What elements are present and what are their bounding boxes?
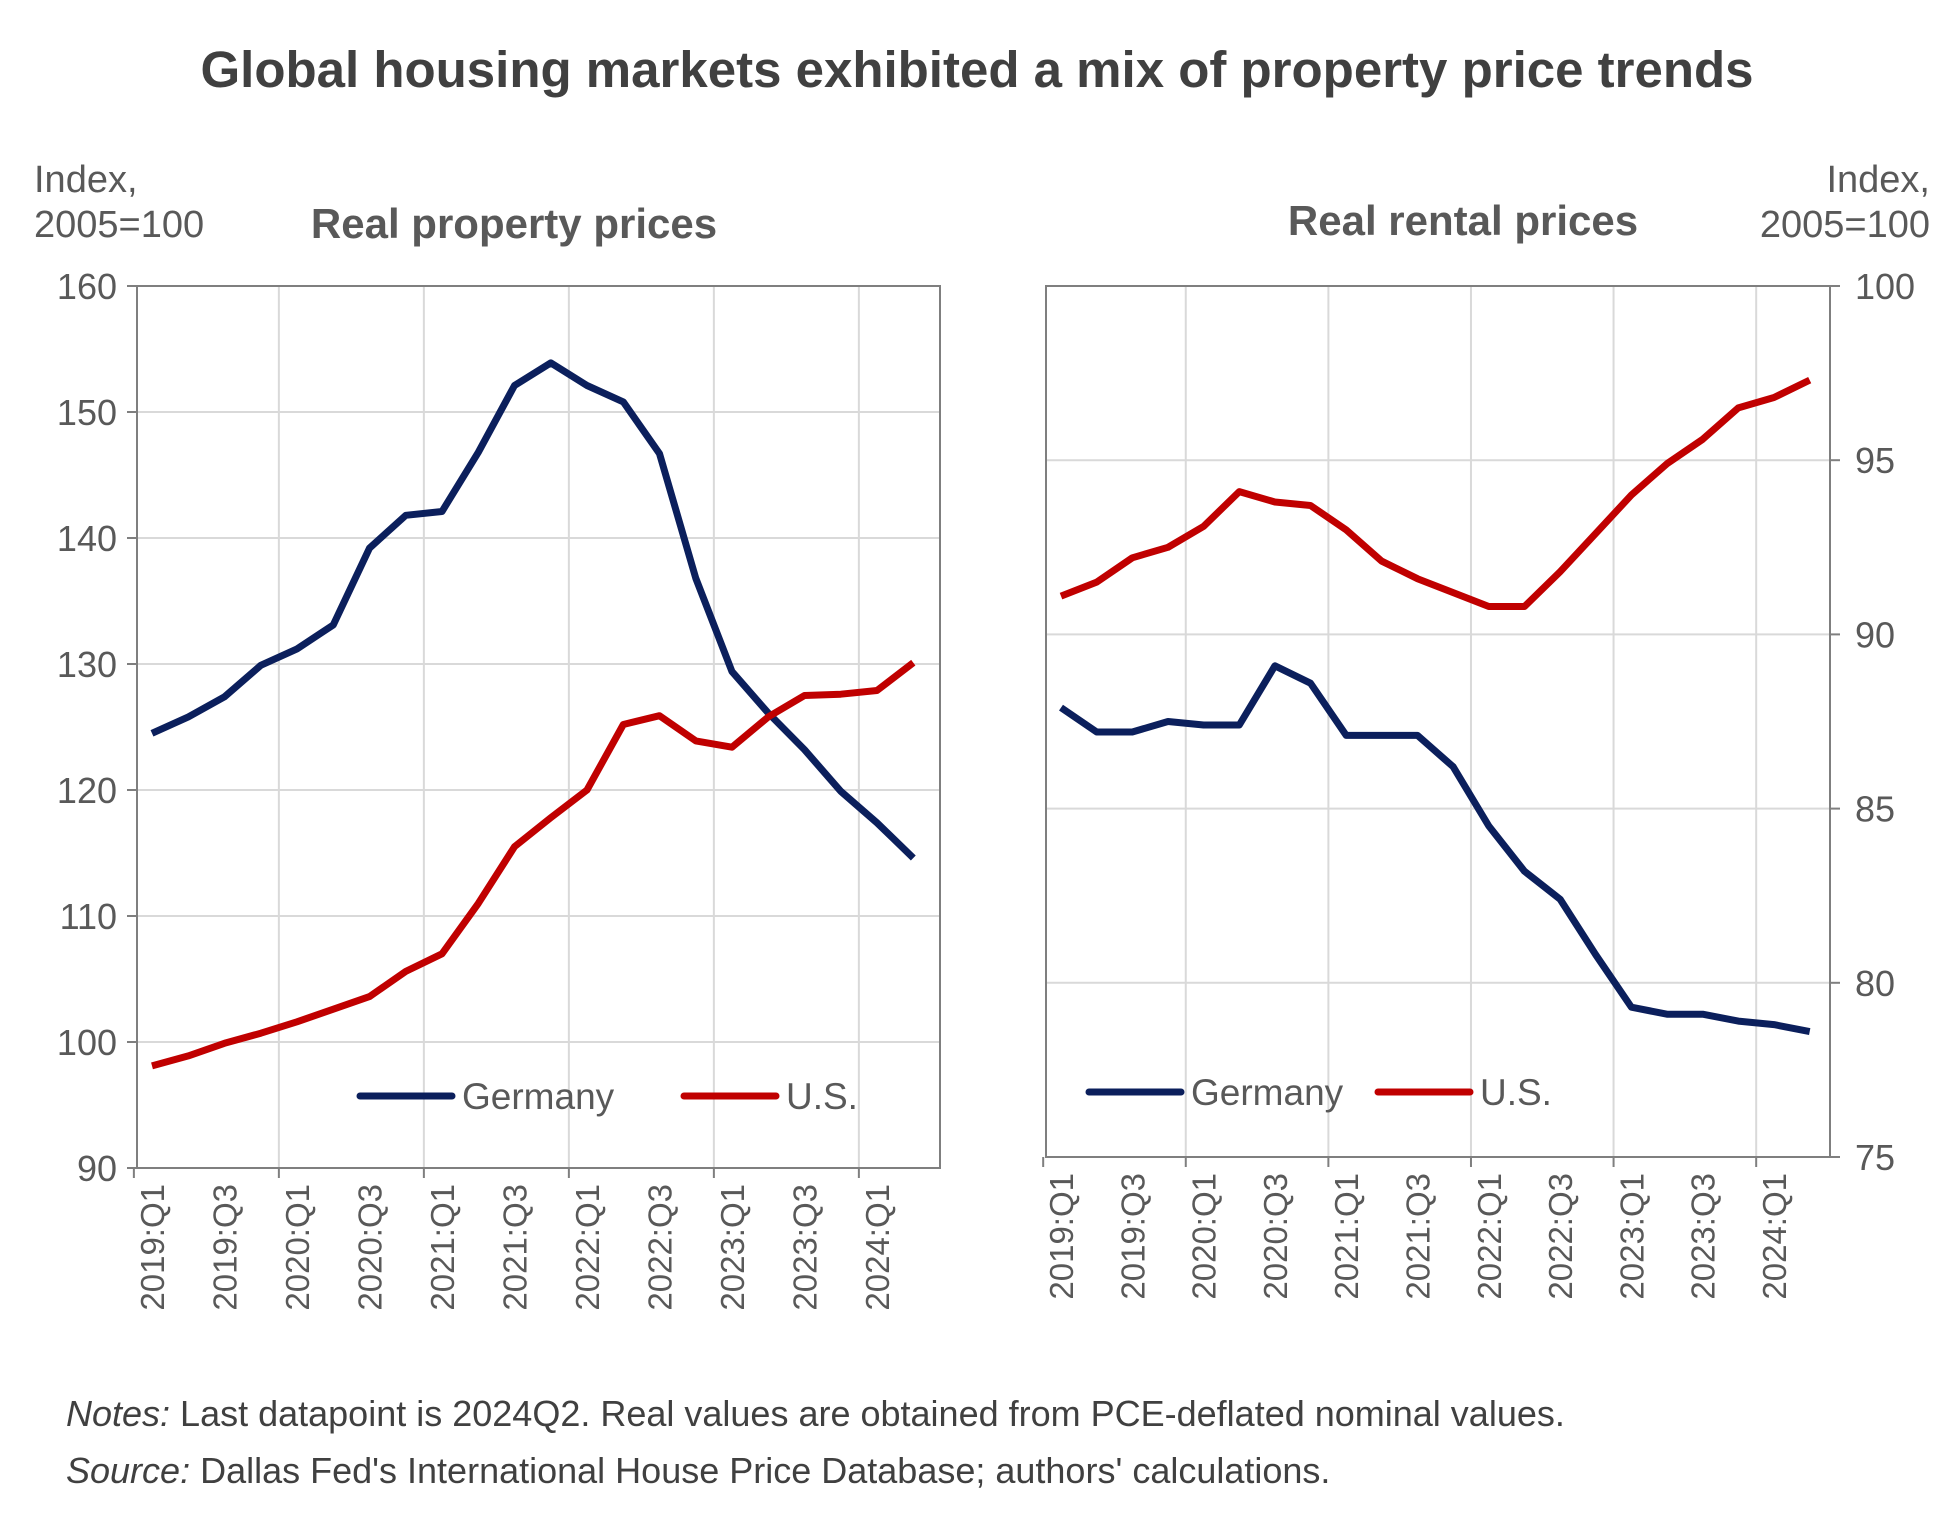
- x-tick-label: 2020:Q3: [1257, 1173, 1294, 1300]
- y-tick-label: 80: [1855, 963, 1895, 1004]
- legend-label: Germany: [1191, 1072, 1344, 1113]
- x-tick-label: 2023:Q1: [1613, 1173, 1650, 1300]
- y-axis-unit-label: 2005=100: [34, 204, 204, 246]
- x-tick-label: 2020:Q1: [279, 1184, 316, 1311]
- y-tick-label: 95: [1855, 440, 1895, 481]
- plot-area-border: [1045, 285, 1831, 1158]
- x-tick-label: 2021:Q1: [1328, 1173, 1365, 1300]
- x-tick-label: 2021:Q3: [497, 1184, 534, 1311]
- panel-title: Real rental prices: [1288, 197, 1638, 244]
- y-tick-label: 160: [57, 266, 117, 307]
- y-tick-label: 100: [1855, 266, 1915, 307]
- property-prices-chart: Real property prices Index,2005=100 90 100 1…: [34, 159, 941, 1311]
- y-tick-label: 90: [77, 1148, 117, 1189]
- y-tick-label: 85: [1855, 789, 1895, 830]
- x-tick-label: 2020:Q3: [352, 1184, 389, 1311]
- x-tick-label: 2022:Q1: [1471, 1173, 1508, 1300]
- y-tick-label: 110: [60, 896, 117, 937]
- y-tick-label: 140: [57, 518, 117, 559]
- x-tick-label: 2022:Q3: [642, 1184, 679, 1311]
- y-tick-label: 150: [57, 392, 117, 433]
- y-axis-unit-label: 2005=100: [1760, 204, 1930, 246]
- rental-prices-chart: Real rental prices Index,2005=100 75 80 85 90…: [1042, 159, 1930, 1300]
- source-label: Source:: [66, 1450, 191, 1491]
- y-tick-label: 100: [57, 1022, 117, 1063]
- source-text: Dallas Fed's International House Price D…: [190, 1450, 1331, 1491]
- chart-title: Global housing markets exhibited a mix o…: [200, 41, 1753, 98]
- x-tick-label: 2020:Q1: [1186, 1173, 1223, 1300]
- y-axis-unit-label: Index,: [1826, 159, 1930, 201]
- y-tick-label: 120: [57, 770, 117, 811]
- y-tick-label: 90: [1855, 614, 1895, 655]
- x-tick-label: 2019:Q1: [1043, 1173, 1080, 1300]
- notes-text: Last datapoint is 2024Q2. Real values ar…: [170, 1393, 1565, 1434]
- notes-label: Notes:: [66, 1393, 171, 1434]
- x-tick-label: 2021:Q3: [1400, 1173, 1437, 1300]
- x-tick-label: 2024:Q1: [1756, 1173, 1793, 1300]
- x-tick-label: 2023:Q3: [1685, 1173, 1722, 1300]
- source-line: Source: Dallas Fed's International House…: [66, 1450, 1330, 1492]
- legend-label: U.S.: [1480, 1072, 1552, 1113]
- y-tick-label: 130: [57, 644, 117, 685]
- legend-label: Germany: [462, 1076, 615, 1117]
- y-axis-unit-label: Index,: [34, 159, 138, 201]
- x-tick-label: 2023:Q1: [714, 1184, 751, 1311]
- x-tick-label: 2022:Q1: [569, 1184, 606, 1311]
- series-line-germany: [150, 359, 916, 861]
- legend-label: U.S.: [786, 1076, 858, 1117]
- x-tick-label: 2019:Q3: [1114, 1173, 1151, 1300]
- notes-line: Notes: Last datapoint is 2024Q2. Real va…: [66, 1393, 1565, 1435]
- x-tick-label: 2019:Q1: [134, 1184, 171, 1311]
- x-tick-label: 2024:Q1: [859, 1184, 896, 1311]
- y-tick-label: 75: [1855, 1137, 1895, 1178]
- x-tick-label: 2022:Q3: [1542, 1173, 1579, 1300]
- series-line-us: [151, 659, 916, 1070]
- x-tick-label: 2023:Q3: [787, 1184, 824, 1311]
- plot-area-border: [136, 285, 941, 1169]
- x-tick-label: 2019:Q3: [207, 1184, 244, 1311]
- x-tick-label: 2021:Q1: [424, 1184, 461, 1311]
- series-line-germany: [1059, 662, 1811, 1036]
- series-line-us: [1059, 376, 1812, 610]
- panel-title: Real property prices: [311, 200, 717, 247]
